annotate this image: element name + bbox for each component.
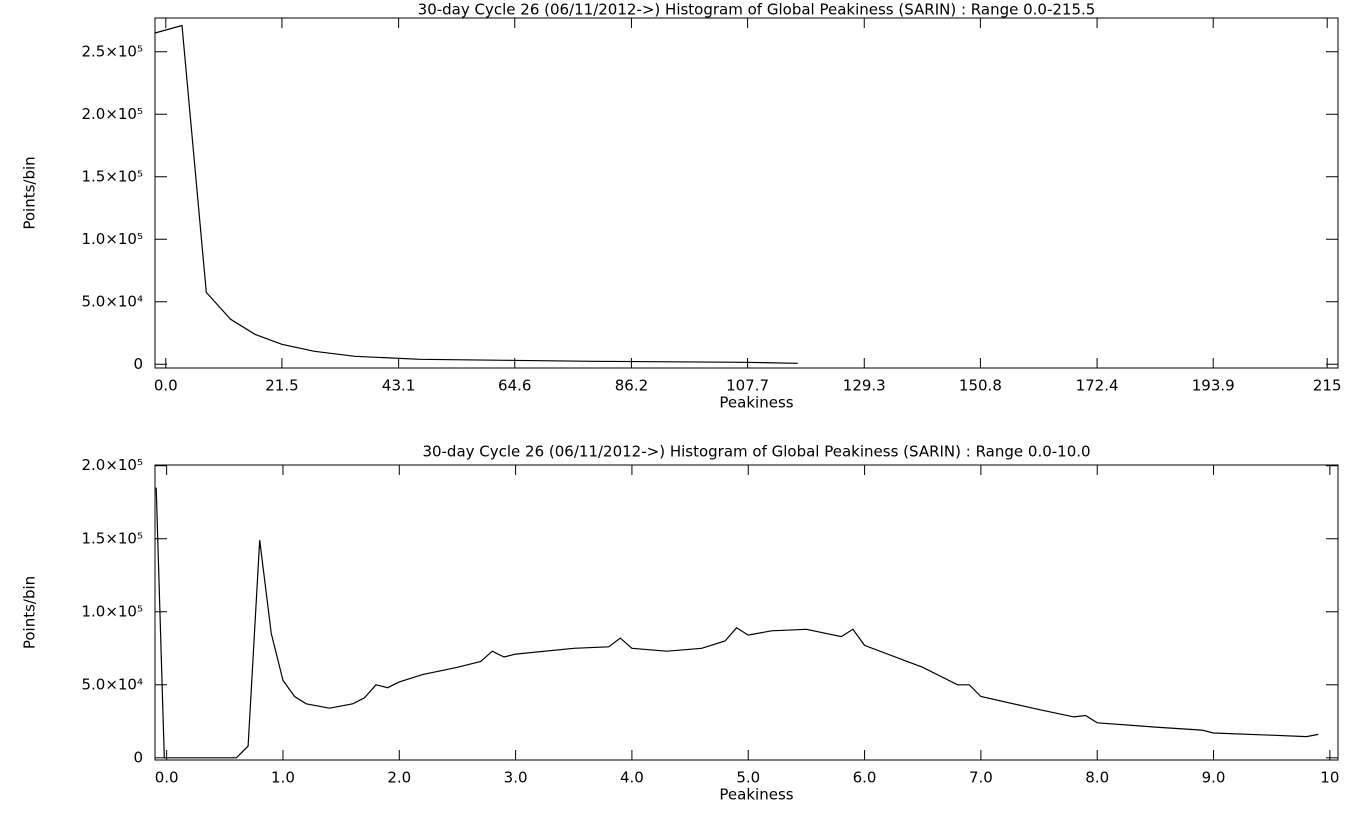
y-axis-label: Points/bin — [21, 576, 39, 649]
y-tick-label: 2.5×10⁵ — [81, 42, 143, 60]
y-axis-label: Points/bin — [21, 156, 39, 229]
data-line — [154, 24, 798, 364]
chart-title: 30-day Cycle 26 (06/11/2012->) Histogram… — [422, 443, 1090, 461]
y-tick-label: 1.5×10⁵ — [81, 529, 143, 547]
x-tick-label: 86.2 — [615, 377, 648, 395]
y-tick-label: 1.0×10⁵ — [81, 602, 143, 620]
x-tick-label: 64.6 — [498, 377, 531, 395]
y-tick-label: 1.0×10⁵ — [81, 230, 143, 248]
y-tick-label: 5.0×10⁴ — [81, 292, 143, 310]
x-axis-label: Peakiness — [719, 786, 793, 804]
x-tick-label: 0.0 — [155, 769, 179, 787]
x-tick-label: 8.0 — [1085, 769, 1109, 787]
x-tick-label: 21.5 — [265, 377, 298, 395]
x-tick-label: 4.0 — [620, 769, 644, 787]
y-tick-label: 2.0×10⁵ — [81, 456, 143, 474]
x-tick-label: 129.3 — [843, 377, 886, 395]
x-tick-label: 150.8 — [959, 377, 1002, 395]
plot-frame — [154, 17, 1339, 369]
x-tick-label: 172.4 — [1076, 377, 1119, 395]
x-tick-label: 107.7 — [726, 377, 769, 395]
x-tick-label: 7.0 — [969, 769, 993, 787]
x-tick-label: 0.0 — [154, 377, 178, 395]
x-tick-label: 6.0 — [853, 769, 877, 787]
x-tick-label: 215 — [1313, 377, 1342, 395]
y-tick-label: 2.0×10⁵ — [81, 105, 143, 123]
chart-title: 30-day Cycle 26 (06/11/2012->) Histogram… — [418, 1, 1096, 19]
y-tick-label: 0 — [133, 355, 143, 373]
y-tick-label: 1.5×10⁵ — [81, 167, 143, 185]
x-tick-label: 10 — [1320, 769, 1339, 787]
data-line — [155, 487, 1319, 759]
x-tick-label: 193.9 — [1192, 377, 1235, 395]
x-axis-label: Peakiness — [719, 394, 793, 412]
y-tick-label: 0 — [133, 748, 143, 766]
y-tick-label: 5.0×10⁴ — [81, 675, 143, 693]
x-tick-label: 9.0 — [1202, 769, 1226, 787]
x-tick-label: 43.1 — [382, 377, 415, 395]
x-tick-label: 2.0 — [387, 769, 411, 787]
x-tick-label: 5.0 — [736, 769, 760, 787]
plot-frame — [154, 464, 1339, 761]
x-tick-label: 1.0 — [271, 769, 295, 787]
x-tick-label: 3.0 — [504, 769, 528, 787]
